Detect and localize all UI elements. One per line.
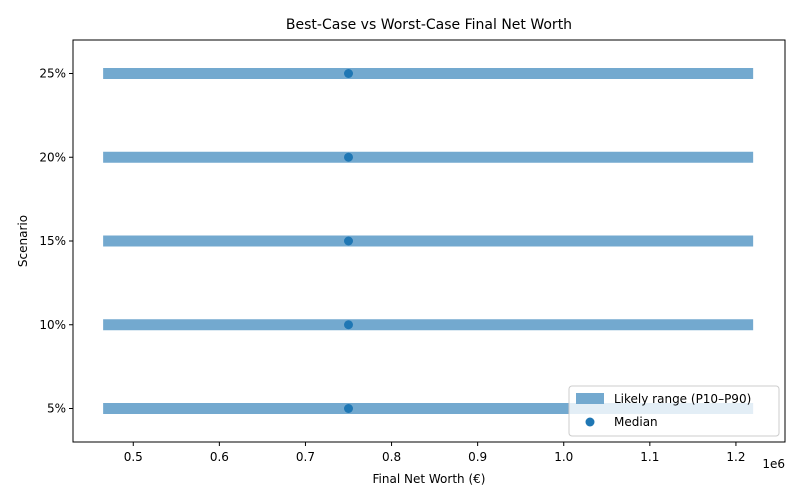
range-bar-10pct — [103, 319, 754, 331]
range-bars — [103, 68, 754, 414]
x-tick-label: 0.8 — [382, 450, 401, 464]
x-tick-label: 1.2 — [726, 450, 745, 464]
x-tick-label: 0.5 — [124, 450, 143, 464]
x-tick-label: 1.1 — [640, 450, 659, 464]
range-bar-25pct — [103, 68, 754, 79]
median-points — [344, 69, 354, 413]
range-bar-5pct — [103, 403, 754, 414]
legend-range-swatch — [576, 393, 604, 404]
legend-range-label: Likely range (P10–P90) — [614, 392, 751, 406]
y-tick-label: 25% — [39, 67, 66, 81]
x-tick-label: 0.9 — [468, 450, 487, 464]
median-point-25pct — [344, 69, 354, 78]
y-tick-label: 15% — [39, 234, 66, 248]
median-point-20pct — [344, 152, 354, 162]
x-axis-ticks: 0.5 0.6 0.7 0.8 0.9 1.0 1.1 1.2 — [124, 442, 745, 464]
x-axis-offset-label: 1e6 — [762, 457, 785, 471]
legend-box — [568, 385, 780, 437]
median-point-15pct — [344, 236, 354, 246]
y-axis-label: Scenario — [16, 215, 30, 267]
y-tick-label: 20% — [39, 150, 66, 164]
median-point-5pct — [344, 404, 354, 413]
range-bar-20pct — [103, 151, 754, 163]
chart-title: Best-Case vs Worst-Case Final Net Worth — [286, 17, 572, 33]
y-tick-label: 10% — [39, 318, 66, 332]
legend: Likely range (P10–P90) Median — [568, 385, 780, 437]
y-axis-ticks: 5% 10% 15% 20% 25% — [39, 67, 73, 416]
x-tick-label: 0.7 — [296, 450, 315, 464]
legend-median-label: Median — [614, 415, 658, 429]
range-bar-15pct — [103, 235, 754, 247]
x-axis-label: Final Net Worth (€) — [373, 472, 486, 486]
x-tick-label: 0.6 — [210, 450, 229, 464]
median-point-10pct — [344, 320, 354, 330]
y-tick-label: 5% — [47, 402, 66, 416]
legend-median-marker — [585, 417, 595, 427]
x-tick-label: 1.0 — [554, 450, 573, 464]
